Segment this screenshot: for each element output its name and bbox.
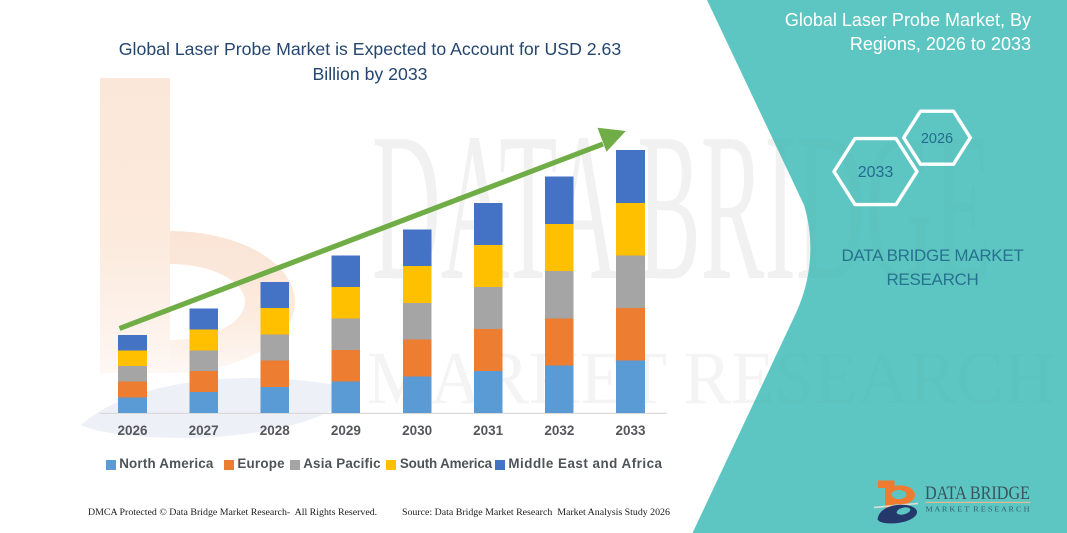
svg-text:M A R K E T R E S E A R C H: M A R K E T R E S E A R C H	[926, 505, 1030, 513]
svg-text:DATA BRIDGE: DATA BRIDGE	[925, 483, 1030, 504]
